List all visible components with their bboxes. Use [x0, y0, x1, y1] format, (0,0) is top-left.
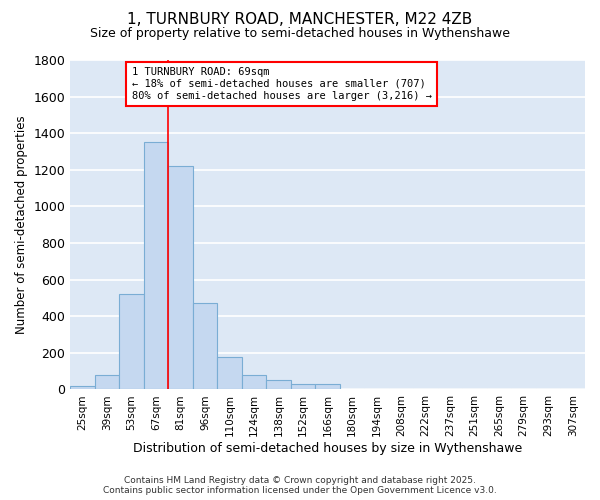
Text: Contains HM Land Registry data © Crown copyright and database right 2025.
Contai: Contains HM Land Registry data © Crown c… — [103, 476, 497, 495]
Bar — [193, 304, 217, 390]
X-axis label: Distribution of semi-detached houses by size in Wythenshawe: Distribution of semi-detached houses by … — [133, 442, 522, 455]
Bar — [95, 375, 119, 390]
Y-axis label: Number of semi-detached properties: Number of semi-detached properties — [15, 116, 28, 334]
Bar — [144, 142, 169, 390]
Bar — [119, 294, 144, 390]
Bar — [291, 384, 316, 390]
Bar — [340, 388, 364, 390]
Text: Size of property relative to semi-detached houses in Wythenshawe: Size of property relative to semi-detach… — [90, 28, 510, 40]
Bar — [169, 166, 193, 390]
Bar — [217, 356, 242, 390]
Bar — [70, 386, 95, 390]
Text: 1 TURNBURY ROAD: 69sqm
← 18% of semi-detached houses are smaller (707)
80% of se: 1 TURNBURY ROAD: 69sqm ← 18% of semi-det… — [131, 68, 431, 100]
Text: 1, TURNBURY ROAD, MANCHESTER, M22 4ZB: 1, TURNBURY ROAD, MANCHESTER, M22 4ZB — [127, 12, 473, 28]
Bar — [266, 380, 291, 390]
Bar — [316, 384, 340, 390]
Bar — [242, 375, 266, 390]
